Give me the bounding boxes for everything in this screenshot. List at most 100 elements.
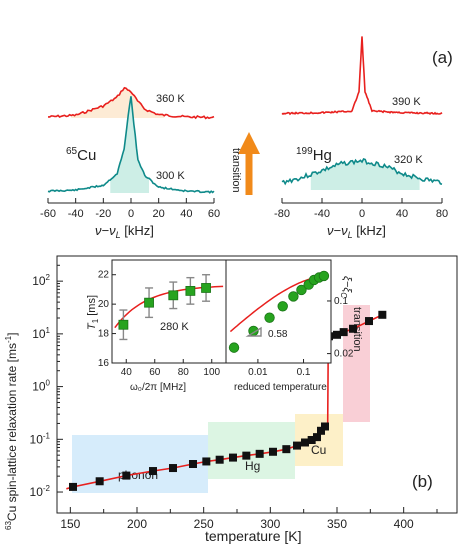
inset-t1-xlabel: ω₀/2π [MHz] — [130, 382, 186, 393]
hg-tick-label: 0 — [359, 208, 365, 220]
inset-xi-points — [228, 270, 330, 353]
inset-t1-y-tick-label: 22 — [98, 270, 110, 281]
main-x-axis-label: temperature [K] — [205, 528, 302, 544]
hg-region-label: Hg — [245, 459, 260, 473]
y-tick-exp: 2 — [46, 273, 51, 282]
inset-t1-x-tick-label: 80 — [178, 367, 190, 378]
inset-xi-point — [277, 301, 288, 312]
main-data-point — [307, 436, 316, 445]
main-x-tick-label: 250 — [194, 517, 214, 531]
cu-xlabel-unit: [kHz] — [121, 223, 154, 238]
ylabel-sup: 63 — [4, 521, 13, 530]
inset-xi-ticks: 0.01 0.1 0.1 0.02 — [248, 296, 354, 378]
hg-cold-temp-label: 320 K — [394, 154, 423, 166]
panel-b-label: (b) — [412, 472, 433, 491]
inset-t1-point — [201, 283, 211, 293]
hg-spectra — [281, 36, 443, 190]
main-data-point — [313, 433, 321, 442]
inset-t1-y-tick-label: 20 — [98, 299, 110, 310]
cu-x-axis-label: ν−νL [kHz] — [95, 223, 154, 240]
cu-nucleus-name: Cu — [77, 147, 96, 164]
inset-t1-annotation: 280 K — [160, 321, 189, 333]
hg-x-axis-label: ν−νL [kHz] — [327, 223, 386, 240]
main-x-tick-label: 400 — [394, 517, 414, 531]
inset-t1-ylabel-sub: 1 — [91, 318, 100, 323]
inset-t1-points — [118, 274, 211, 341]
main-y-tick-label: 102 — [32, 273, 50, 288]
main-x-tick-label: 300 — [260, 517, 280, 531]
main-data-point — [95, 477, 104, 486]
inset-t1-frame — [111, 259, 227, 364]
y-tick-base: 10 — [32, 274, 46, 288]
main-data-point — [169, 464, 177, 473]
inset-t1-ticks: 40 60 80 100 16 18 20 22 — [98, 270, 221, 378]
inset-t1-y-tick-label: 18 — [98, 329, 110, 340]
main-data-point — [229, 453, 237, 462]
hg-tick-label: 80 — [436, 208, 448, 220]
main-y-tick-label: 10-2 — [30, 484, 51, 499]
cu-tick-label: 20 — [153, 208, 165, 220]
main-data-point — [339, 328, 348, 337]
main-data-point — [333, 330, 341, 339]
inset-xi-xlabel: reduced temperature — [234, 382, 327, 393]
inset-xi-point — [296, 284, 307, 296]
hg-tick-label: -40 — [314, 208, 330, 220]
main-data-point — [301, 438, 309, 447]
inset-t1-point — [144, 297, 154, 308]
main-data-point — [122, 471, 131, 480]
main-data-point — [293, 441, 301, 450]
cu-nucleus-label: 65Cu — [66, 146, 96, 164]
y-tick-base: 10 — [32, 380, 46, 394]
cu-spectra — [47, 86, 215, 194]
y-tick-base: 10 — [30, 432, 44, 446]
cu-tick-label: -60 — [40, 208, 56, 220]
inset-t1: 40 60 80 100 16 18 20 22 280 K T1 [ms] ω₀/2π [M… — [86, 259, 227, 393]
cu-x-ticks: -60 -40 -20 0 20 40 60 — [40, 198, 220, 220]
main-y-tick-label: 101 — [32, 326, 50, 341]
inset-xi: 0.01 0.10.10.02 0.58 reduced temperature … — [225, 259, 354, 393]
cu-cold-temp-label: 300 K — [156, 170, 185, 182]
main-data-point — [215, 455, 224, 464]
hg-tick-label: -80 — [274, 208, 290, 220]
hg-xlabel-main: ν−ν — [327, 223, 348, 238]
inset-xi-point — [318, 270, 330, 282]
inset-t1-ylabel: T1 [ms] — [86, 295, 100, 330]
hg-320k-fill — [310, 159, 420, 190]
inset-xi-x-tick-label: 0.01 — [248, 367, 268, 378]
main-x-ticks: 150 200 250 300 350 400 — [60, 507, 438, 531]
cu-300k-spectrum — [47, 96, 215, 194]
hg-nucleus-name: Hg — [313, 147, 332, 164]
inset-xi-x-tick-label: 0.1 — [297, 367, 311, 378]
ylabel-exp: -1 — [4, 335, 13, 343]
hg-nucleus-label: 199Hg — [296, 146, 332, 164]
inset-t1-ylabel-unit: [ms] — [86, 295, 98, 319]
hg-tick-label: 40 — [396, 208, 408, 220]
cu-nucleus-sup: 65 — [66, 146, 78, 157]
hg-xlabel-sub: L — [348, 230, 353, 240]
cu-hot-temp-label: 360 K — [156, 93, 185, 105]
cu-tick-label: 40 — [180, 208, 192, 220]
cu-360k-fill — [71, 87, 165, 118]
cu-tick-label: 60 — [208, 208, 220, 220]
ylabel-close: ] — [5, 333, 19, 336]
main-y-tick-label: 100 — [32, 379, 50, 394]
inset-xi-point — [228, 342, 240, 353]
inset-t1-point — [185, 285, 196, 296]
main-data-point — [189, 460, 197, 469]
main-x-tick-label: 200 — [127, 517, 147, 531]
inset-xi-right-label: ξ−ξC — [339, 276, 353, 298]
main-plot-frame — [56, 255, 458, 514]
main-data-point — [365, 317, 373, 326]
hg-320k-spectrum — [281, 158, 443, 186]
cu-300k-fill — [110, 96, 149, 193]
slope-triangle — [245, 326, 262, 337]
y-tick-exp: 1 — [46, 326, 51, 335]
main-data-point — [255, 449, 264, 458]
main-data-point — [269, 447, 277, 456]
inset-xi-right-label-sub: C — [339, 292, 348, 298]
ylabel-main: Cu spin-lattice relaxation rate [ms — [5, 343, 19, 521]
inset-xi-y-tick-label: 0.02 — [334, 349, 354, 360]
main-data-point — [282, 445, 291, 454]
inset-t1-ylabel-main: T — [86, 322, 98, 330]
